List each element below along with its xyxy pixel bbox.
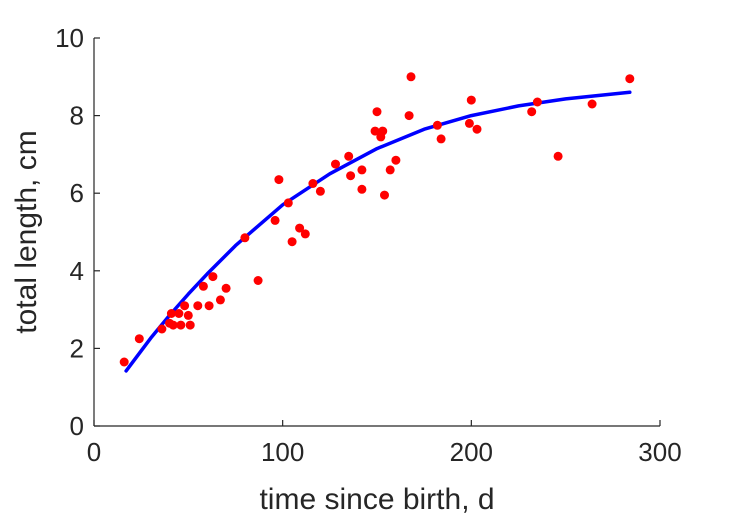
data-point bbox=[385, 165, 395, 175]
data-point bbox=[180, 301, 190, 311]
data-point bbox=[436, 134, 446, 144]
data-point bbox=[625, 74, 635, 84]
data-point bbox=[283, 198, 293, 208]
data-point bbox=[300, 229, 310, 239]
data-point bbox=[331, 159, 340, 169]
data-point bbox=[119, 357, 129, 367]
data-point bbox=[464, 118, 474, 128]
axes bbox=[93, 38, 660, 427]
data-point bbox=[183, 310, 193, 320]
data-point bbox=[466, 95, 476, 105]
data-point bbox=[198, 281, 208, 291]
data-point bbox=[270, 215, 280, 225]
data-point bbox=[532, 97, 542, 107]
data-point bbox=[372, 107, 382, 117]
data-point bbox=[370, 126, 380, 136]
data-point bbox=[204, 301, 214, 311]
data-point bbox=[174, 309, 184, 318]
data-point bbox=[378, 126, 388, 136]
data-point bbox=[240, 233, 250, 243]
data-point bbox=[168, 320, 178, 330]
y-tick-label: 4 bbox=[70, 256, 84, 286]
data-point bbox=[406, 72, 416, 82]
y-axis-label: total length, cm bbox=[10, 130, 43, 333]
data-point bbox=[380, 190, 389, 200]
data-point bbox=[587, 99, 597, 109]
x-tick-label: 0 bbox=[87, 437, 101, 467]
data-point bbox=[166, 309, 176, 318]
data-point bbox=[193, 301, 203, 311]
data-point bbox=[432, 120, 442, 130]
y-tick-label: 6 bbox=[70, 178, 84, 208]
data-point bbox=[472, 124, 482, 134]
y-tick-label: 10 bbox=[55, 23, 84, 53]
x-axis-label: time since birth, d bbox=[259, 483, 494, 516]
data-point bbox=[553, 151, 563, 161]
data-point bbox=[357, 165, 367, 175]
x-tick-label: 200 bbox=[450, 437, 493, 467]
data-point bbox=[287, 237, 297, 247]
data-point bbox=[391, 155, 401, 165]
data-point bbox=[357, 184, 367, 194]
data-point bbox=[527, 107, 537, 117]
data-points bbox=[119, 72, 635, 367]
x-tick-label: 300 bbox=[638, 437, 681, 467]
data-point bbox=[215, 295, 225, 305]
y-tick-label: 2 bbox=[70, 333, 84, 363]
data-point bbox=[134, 334, 144, 344]
data-point bbox=[185, 320, 195, 330]
data-point bbox=[176, 320, 186, 330]
data-point bbox=[208, 272, 218, 282]
data-point bbox=[253, 276, 263, 285]
data-point bbox=[404, 111, 414, 121]
data-point bbox=[344, 151, 354, 161]
data-point bbox=[274, 175, 284, 185]
y-tick-label: 8 bbox=[70, 101, 84, 131]
data-point bbox=[221, 283, 231, 293]
ticks: 0 100 200 300 0 2 4 6 8 10 bbox=[55, 23, 682, 467]
data-point bbox=[308, 179, 318, 188]
data-point bbox=[157, 324, 167, 334]
data-point bbox=[315, 186, 325, 196]
y-tick-label: 0 bbox=[70, 411, 84, 441]
data-point bbox=[346, 171, 356, 181]
data-point bbox=[295, 223, 305, 233]
x-tick-label: 100 bbox=[261, 437, 304, 467]
